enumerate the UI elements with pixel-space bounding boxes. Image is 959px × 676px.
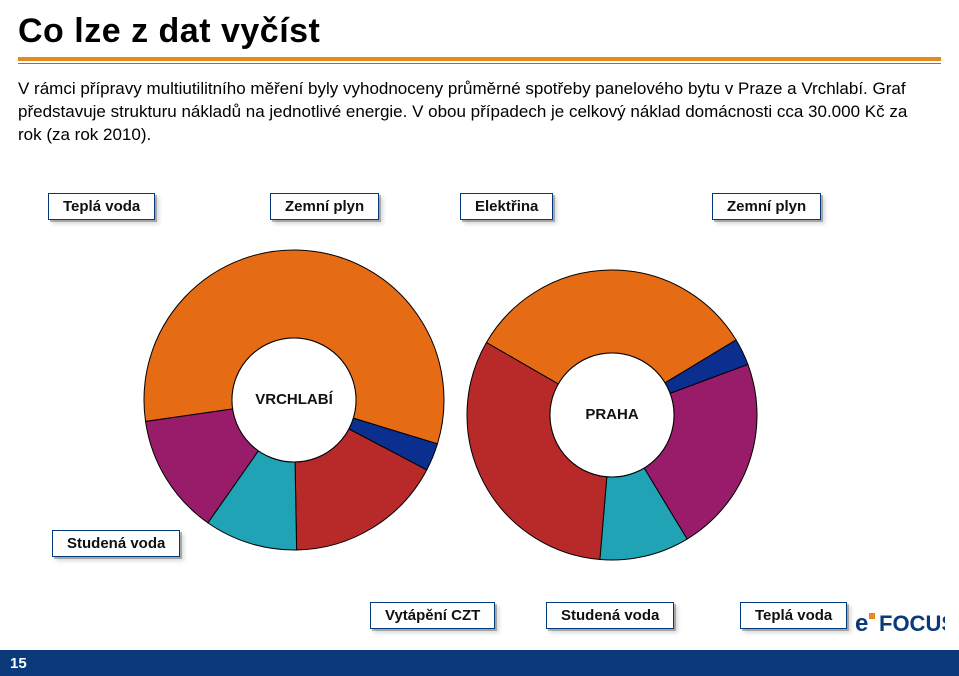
slide-number: 15 bbox=[10, 655, 27, 672]
legend-bottom-label: Vytápění CZT bbox=[370, 602, 495, 629]
title-rule-accent bbox=[18, 57, 941, 61]
donut-center-label: PRAHA bbox=[550, 406, 674, 423]
chart-area: VRCHLABÍ PRAHA bbox=[0, 220, 959, 600]
legend-top-label: Elektřina bbox=[460, 193, 553, 220]
legend-bottom-label: Studená voda bbox=[546, 602, 674, 629]
logo-text: FOCUS bbox=[879, 611, 945, 636]
donut-center-label: VRCHLABÍ bbox=[232, 391, 356, 408]
donut-charts-svg bbox=[0, 220, 959, 600]
slide-footer: 15 bbox=[0, 650, 959, 676]
page-title: Co lze z dat vyčíst bbox=[18, 12, 941, 51]
legend-top-label: Zemní plyn bbox=[270, 193, 379, 220]
legend-top-label: Teplá voda bbox=[48, 193, 155, 220]
logo-letter-e: e bbox=[855, 610, 868, 637]
intro-paragraph: V rámci přípravy multiutilitního měření … bbox=[18, 78, 928, 147]
logo-square-icon bbox=[869, 613, 875, 619]
legend-top-label: Zemní plyn bbox=[712, 193, 821, 220]
legend-bottom-label: Teplá voda bbox=[740, 602, 847, 629]
brand-logo: e FOCUS bbox=[855, 601, 945, 646]
slide: Co lze z dat vyčíst V rámci přípravy mul… bbox=[0, 0, 959, 676]
title-rule-thin bbox=[18, 63, 941, 64]
